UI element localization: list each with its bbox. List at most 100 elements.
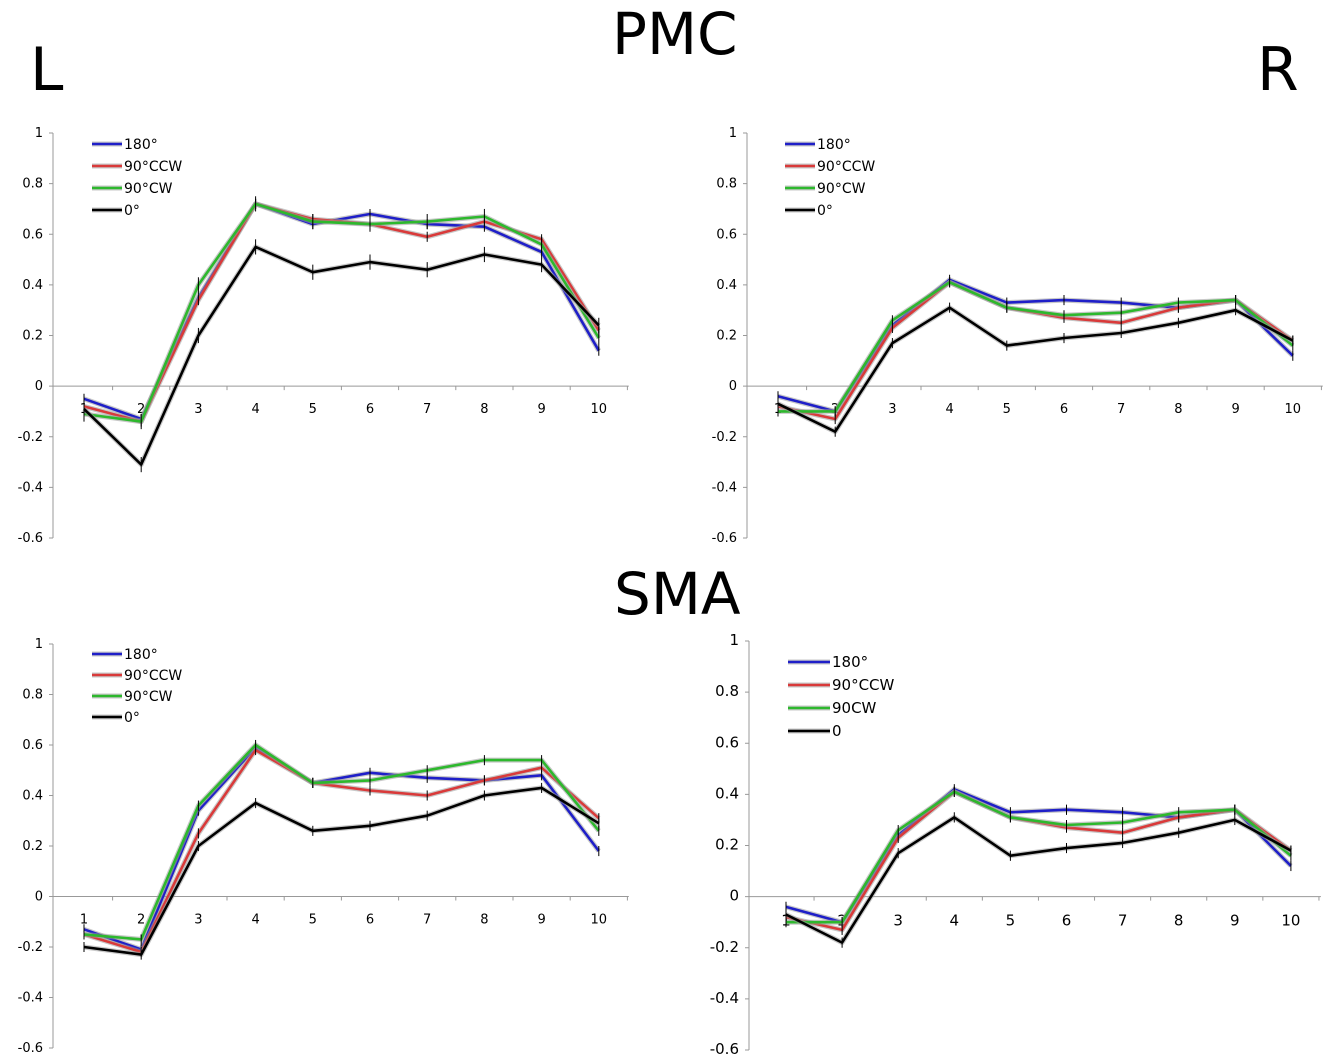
y-tick-label: 0.2 — [22, 839, 43, 854]
pmc-title: PMC — [612, 0, 738, 68]
y-tick-label: -0.6 — [18, 531, 43, 546]
x-tick-label: 9 — [1230, 912, 1240, 930]
legend-label: 0° — [124, 203, 140, 219]
x-tick-label: 10 — [1281, 912, 1300, 930]
x-tick-label: 10 — [591, 402, 608, 417]
y-tick-label: -0.2 — [18, 430, 43, 445]
x-tick-label: 5 — [309, 402, 317, 417]
y-tick-label: -0.4 — [18, 991, 43, 1006]
x-tick-label: 3 — [194, 913, 202, 928]
x-tick-label: 10 — [591, 913, 608, 928]
x-tick-label: 8 — [1174, 912, 1184, 930]
x-tick-label: 5 — [309, 913, 317, 928]
x-tick-label: 2 — [137, 913, 145, 928]
legend-label: 0° — [124, 710, 140, 726]
y-tick-label: -0.2 — [710, 938, 739, 956]
y-tick-label: 0 — [729, 379, 737, 394]
series-line-3 — [777, 306, 1294, 434]
y-tick-label: -0.2 — [18, 940, 43, 955]
x-tick-label: 9 — [537, 913, 545, 928]
legend-label: 180° — [817, 137, 851, 153]
x-tick-label: 8 — [480, 402, 488, 417]
y-tick-label: 0.8 — [22, 688, 43, 703]
x-tick-label: 9 — [1231, 402, 1239, 417]
y-tick-label: -0.4 — [18, 480, 43, 495]
series-line-3 — [83, 245, 600, 466]
x-tick-label: 7 — [423, 402, 431, 417]
series-line-1 — [83, 748, 600, 954]
x-tick-label: 8 — [480, 913, 488, 928]
left-hemisphere-label: L — [30, 35, 64, 105]
sma-title: SMA — [614, 560, 741, 628]
y-tick-label: 0.4 — [715, 784, 739, 802]
y-tick-label: 1 — [35, 126, 43, 141]
y-tick-label: 0.8 — [715, 682, 739, 700]
x-tick-label: 5 — [1006, 912, 1016, 930]
x-tick-label: 7 — [423, 913, 431, 928]
legend-label: 90°CCW — [124, 159, 182, 175]
x-tick-label: 4 — [251, 913, 259, 928]
y-tick-label: -0.6 — [18, 1041, 43, 1056]
y-tick-label: 0.6 — [22, 227, 43, 242]
legend-label: 180° — [124, 137, 158, 153]
series-line-3 — [83, 786, 600, 956]
legend-label: 0° — [817, 203, 833, 219]
x-tick-label: 7 — [1117, 402, 1125, 417]
series-line-2 — [778, 281, 1294, 413]
x-tick-label: 6 — [366, 913, 374, 928]
x-tick-label: 4 — [950, 912, 960, 930]
right-hemisphere-label: R — [1257, 35, 1299, 105]
y-tick-label: 0.2 — [22, 329, 43, 344]
y-tick-label: -0.4 — [712, 480, 737, 495]
x-tick-label: 1 — [80, 913, 88, 928]
x-tick-label: 9 — [537, 402, 545, 417]
legend-label: 180° — [124, 647, 158, 663]
y-tick-label: 0.4 — [22, 789, 43, 804]
series-shadow — [784, 814, 1293, 946]
x-tick-label: 4 — [945, 402, 953, 417]
legend-label: 90°CCW — [817, 159, 875, 175]
series-line-2 — [83, 743, 600, 941]
y-tick-label: 0.6 — [716, 227, 737, 242]
y-tick-label: 0 — [35, 379, 43, 394]
y-tick-label: 0 — [35, 890, 43, 905]
y-tick-label: 0.2 — [716, 329, 737, 344]
series-shadow — [82, 244, 601, 468]
x-tick-label: 4 — [251, 402, 259, 417]
x-tick-label: 10 — [1285, 402, 1302, 417]
y-tick-label: -0.2 — [712, 430, 737, 445]
y-tick-label: 1 — [35, 637, 43, 652]
y-tick-label: 0.6 — [715, 733, 739, 751]
x-tick-label: 7 — [1118, 912, 1128, 930]
x-tick-label: 6 — [366, 402, 374, 417]
y-tick-label: 0.8 — [22, 177, 43, 192]
series-line-2 — [83, 202, 600, 423]
series-shadow — [776, 305, 1294, 435]
sma-right-chart: 10.80.60.40.20-0.2-0.4-0.61 2 3 4 5 6 7 8 9 10180… — [710, 631, 1321, 1058]
pmc-left-chart: 10.80.60.40.20-0.2-0.4-0.61 2 3 4 5 6 7 8 9 10180… — [18, 126, 629, 546]
series-shadow — [83, 785, 601, 958]
y-tick-label: -0.6 — [712, 531, 737, 546]
legend-label: 0 — [832, 722, 842, 740]
legend-label: 90CW — [832, 699, 877, 717]
legend-label: 90°CW — [124, 689, 173, 705]
y-tick-label: -0.4 — [710, 989, 739, 1007]
y-tick-label: 0.2 — [715, 836, 739, 854]
y-tick-label: 0.8 — [716, 177, 737, 192]
y-tick-label: 0.4 — [716, 278, 737, 293]
legend-label: 90°CW — [817, 181, 866, 197]
y-tick-label: 1 — [729, 631, 739, 649]
y-tick-label: 0.6 — [22, 738, 43, 753]
y-tick-label: 0.4 — [22, 278, 43, 293]
series-line-0 — [83, 746, 600, 951]
series-line-3 — [785, 816, 1292, 944]
x-tick-label: 5 — [1003, 402, 1011, 417]
y-tick-label: -0.6 — [710, 1040, 739, 1058]
x-tick-label: 3 — [893, 912, 903, 930]
x-tick-label: 2 — [137, 402, 145, 417]
legend-label: 90°CCW — [832, 676, 895, 694]
x-tick-label: 8 — [1174, 402, 1182, 417]
series-line-2 — [786, 790, 1292, 924]
y-tick-label: 0 — [729, 887, 739, 905]
sma-left-chart: 1 0.8 0.6 0.4 0.2 0 -0.2 -0.4 -0.6 1 2 3 4 5 6 7 8 9 10 180… — [18, 637, 629, 1056]
